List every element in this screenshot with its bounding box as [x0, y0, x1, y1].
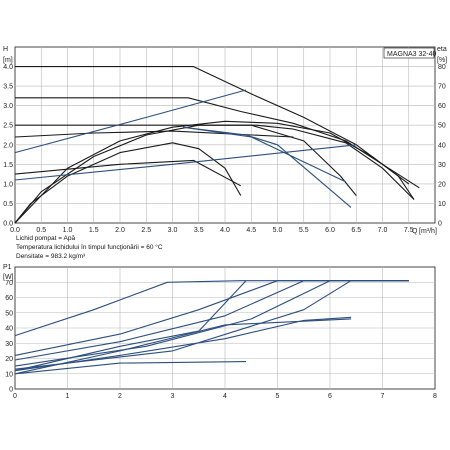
- top-x-tick-label: 6.0: [325, 227, 335, 234]
- bottom-x-tick-label: 8: [433, 393, 437, 400]
- top-y-right-tick-label: 80: [438, 64, 446, 71]
- head-curve: [14, 144, 357, 181]
- top-y-tick-label: 1.5: [3, 162, 13, 169]
- power-curve: [14, 280, 409, 367]
- note-liquid: Lichid pompat = Apă: [16, 235, 75, 242]
- top-y-right-unit: [%]: [437, 57, 447, 64]
- top-x-tick-label: 2.5: [141, 227, 151, 234]
- bottom-y-unit: [W]: [3, 274, 14, 281]
- chart-title: MAGNA3 32-40: [387, 51, 437, 58]
- head-curve: [14, 89, 247, 154]
- top-x-tick-label: 2.0: [115, 227, 125, 234]
- top-y-tick-label: 2.0: [3, 142, 13, 149]
- bottom-x-tick-label: 5: [276, 393, 280, 400]
- top-y-tick-label: 0.5: [3, 201, 13, 208]
- power-curve: [14, 280, 247, 372]
- bottom-y-tick-label: 70: [5, 280, 13, 287]
- top-x-tick-label: 7.0: [378, 227, 388, 234]
- top-y-tick-label: 4.0: [3, 64, 13, 71]
- top-chart-grid: 0.0 0.5 1.0 1.5 2.0 2.5 3.0 3.5 4.0 4.5 5.0 5.5 6.0 6…: [3, 47, 446, 234]
- power-curve: [14, 280, 409, 356]
- top-y-right-tick-label: 30: [438, 162, 446, 169]
- top-x-tick-label: 4.5: [246, 227, 256, 234]
- top-y-right-label: eta: [437, 46, 447, 53]
- top-y-right-tick-label: 50: [438, 123, 446, 130]
- top-x-tick-label: 4.0: [220, 227, 230, 234]
- top-x-tick-label: 5.0: [273, 227, 283, 234]
- bottom-y-tick-label: 20: [5, 356, 13, 363]
- bottom-y-label: P1: [3, 264, 12, 271]
- bottom-y-tick-label: 10: [5, 371, 13, 378]
- bottom-chart-curves: [14, 280, 409, 375]
- power-curve: [14, 280, 409, 337]
- bottom-x-tick-label: 3: [171, 393, 175, 400]
- top-x-tick-label: 6.5: [351, 227, 361, 234]
- power-curve: [14, 280, 409, 370]
- top-x-label: Q: [412, 228, 418, 235]
- top-x-tick-label: 7.5: [404, 227, 414, 234]
- top-x-tick-label: 3.5: [194, 227, 204, 234]
- bottom-x-tick-label: 7: [381, 393, 385, 400]
- bottom-x-tick-label: 0: [13, 393, 17, 400]
- top-y-tick-label: 0.0: [3, 221, 13, 228]
- bottom-y-tick-label: 50: [5, 310, 13, 317]
- top-x-unit: [m³/h]: [419, 228, 437, 235]
- bottom-y-tick-label: 30: [5, 341, 13, 348]
- head-curve: [14, 142, 242, 224]
- title-box: [383, 47, 435, 59]
- power-curve: [14, 280, 409, 361]
- top-y-right-tick-label: 20: [438, 181, 446, 188]
- top-y-right-tick-label: 70: [438, 84, 446, 91]
- top-y-right-tick-label: 40: [438, 142, 446, 149]
- top-x-tick-label: 0.0: [10, 227, 20, 234]
- top-x-tick-label: 5.5: [299, 227, 309, 234]
- head-curve: [14, 159, 242, 187]
- top-y-right-tick-label: 60: [438, 103, 446, 110]
- bottom-y-tick-label: 40: [5, 326, 13, 333]
- top-x-tick-label: 1.0: [63, 227, 73, 234]
- top-chart-curves: [14, 66, 420, 224]
- top-y-label: H: [3, 46, 8, 53]
- bottom-x-tick-label: 6: [328, 393, 332, 400]
- note-density: Densitate = 983.2 kg/m³: [16, 253, 86, 260]
- bottom-y-tick-label: 60: [5, 295, 13, 302]
- bottom-x-tick-label: 2: [118, 393, 122, 400]
- power-curve: [14, 361, 247, 375]
- top-y-tick-label: 3.5: [3, 84, 13, 91]
- head-curve: [14, 124, 357, 224]
- head-curve: [14, 120, 410, 224]
- top-y-tick-label: 3.0: [3, 103, 13, 110]
- top-y-right-tick-label: 0: [438, 221, 442, 228]
- top-y-unit: [m]: [3, 57, 13, 64]
- bottom-y-tick-label: 0: [9, 387, 13, 394]
- bottom-chart-grid: 0 1 2 3 4 5 6 7 8 0 10 20 30 40 50 60 70: [5, 267, 437, 400]
- top-x-tick-label: 0.5: [36, 227, 46, 234]
- top-x-tick-label: 3.0: [168, 227, 178, 234]
- power-curve: [14, 316, 352, 372]
- bottom-x-tick-label: 1: [66, 393, 70, 400]
- top-y-tick-label: 1.0: [3, 181, 13, 188]
- top-y-right-tick-label: 10: [438, 201, 446, 208]
- top-x-tick-label: 1.5: [89, 227, 99, 234]
- note-temperature: Temperatura lichidului în timpul funcţio…: [16, 243, 163, 251]
- power-curve: [14, 318, 352, 375]
- top-y-tick-label: 2.5: [3, 123, 13, 130]
- head-curve: [182, 126, 352, 208]
- bottom-x-tick-label: 4: [223, 393, 227, 400]
